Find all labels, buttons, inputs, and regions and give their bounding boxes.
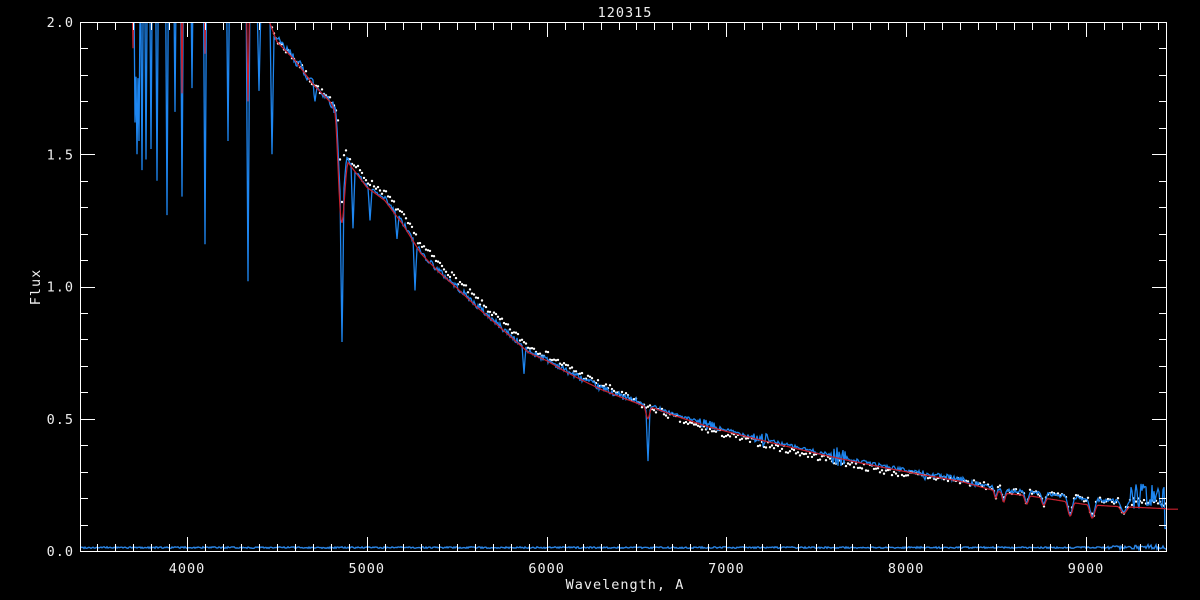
x-tick-label: 9000 xyxy=(1068,561,1105,577)
x-tick-label: 7000 xyxy=(708,561,745,577)
x-tick-label: 5000 xyxy=(349,561,386,577)
error-spectrum-blue xyxy=(80,542,1166,551)
chart-title: 120315 xyxy=(598,5,653,21)
axes: 4000 5000 6000 7000 8000 9000 0.0 0.5 1.0 1.5 2.0 xyxy=(47,15,1167,577)
plot-area-border xyxy=(80,22,1167,552)
x-tick-label: 4000 xyxy=(169,561,206,577)
y-tick-label: 0.5 xyxy=(47,412,74,428)
y-tick-label: 2.0 xyxy=(47,15,74,31)
y-tick-label: 1.5 xyxy=(47,147,74,163)
spectrum-series xyxy=(80,22,1178,551)
y-axis-label: Flux xyxy=(28,269,44,306)
x-tick-label: 8000 xyxy=(888,561,925,577)
y-tick-label: 0.0 xyxy=(47,544,74,560)
observed-spectrum-blue xyxy=(133,22,1166,530)
model-fit-red xyxy=(131,22,1178,519)
x-tick-label: 6000 xyxy=(528,561,565,577)
axis-ticks xyxy=(81,22,1166,551)
x-axis-label: Wavelength, A xyxy=(566,577,685,593)
y-tick-label: 1.0 xyxy=(47,280,74,296)
